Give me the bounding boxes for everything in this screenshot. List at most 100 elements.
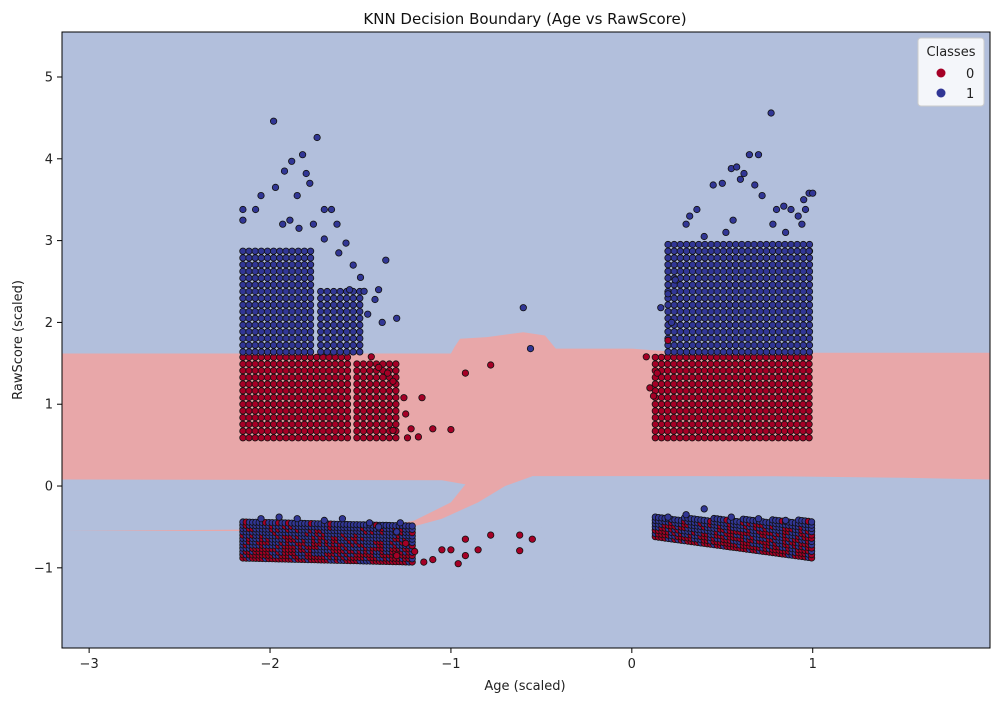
- x-axis-ticks: −3 −2 −1 0 1: [80, 648, 817, 672]
- point-class-1: [670, 294, 678, 302]
- point-class-0: [805, 407, 813, 415]
- point-class-1: [744, 334, 752, 342]
- point-class-1: [732, 341, 740, 349]
- point-class-0: [474, 546, 482, 554]
- point-class-0: [700, 434, 709, 442]
- point-class-0: [325, 393, 333, 402]
- point-class-1: [365, 519, 374, 527]
- point-class-1: [713, 274, 721, 282]
- point-class-0: [768, 400, 776, 408]
- point-class-1: [805, 254, 814, 262]
- point-class-1: [793, 348, 801, 356]
- point-class-1: [732, 328, 740, 336]
- point-class-1: [713, 334, 721, 342]
- point-class-1: [682, 254, 691, 262]
- point-class-1: [682, 314, 691, 322]
- point-class-1: [269, 117, 278, 125]
- point-class-1: [263, 301, 272, 309]
- point-class-1: [682, 294, 691, 302]
- point-class-0: [294, 413, 302, 422]
- point-class-0: [239, 400, 247, 408]
- point-class-1: [263, 281, 272, 289]
- point-class-1: [239, 314, 247, 322]
- point-class-1: [327, 205, 336, 214]
- point-class-1: [756, 307, 764, 316]
- point-class-0: [731, 360, 739, 368]
- point-class-1: [300, 314, 308, 322]
- point-class-0: [331, 434, 339, 442]
- point-class-1: [799, 261, 807, 269]
- point-class-1: [356, 301, 364, 309]
- point-class-0: [719, 413, 727, 422]
- point-class-0: [731, 413, 739, 422]
- point-class-1: [382, 256, 390, 264]
- point-class-1: [343, 307, 351, 316]
- point-class-0: [372, 393, 380, 402]
- point-class-1: [269, 267, 278, 275]
- point-class-1: [738, 307, 746, 316]
- point-class-1: [343, 328, 351, 336]
- point-class-1: [239, 348, 247, 356]
- point-class-1: [725, 247, 734, 255]
- point-class-1: [762, 294, 771, 302]
- point-class-0: [366, 427, 374, 435]
- point-class-0: [780, 400, 789, 408]
- point-class-1: [251, 267, 259, 275]
- point-class-1: [269, 274, 278, 282]
- point-class-1: [306, 314, 315, 322]
- point-class-0: [780, 420, 789, 428]
- point-class-0: [331, 380, 339, 388]
- point-class-0: [276, 393, 284, 402]
- point-class-1: [800, 196, 808, 204]
- point-class-1: [257, 287, 265, 296]
- point-class-0: [743, 373, 752, 381]
- point-class-0: [651, 400, 659, 408]
- point-class-0: [374, 363, 383, 371]
- point-class-1: [288, 254, 296, 262]
- point-class-0: [294, 367, 302, 375]
- point-class-1: [336, 294, 344, 302]
- point-class-1: [793, 314, 801, 322]
- point-class-0: [288, 413, 296, 422]
- point-class-1: [257, 314, 265, 322]
- point-class-0: [325, 407, 333, 415]
- point-class-1: [719, 328, 728, 336]
- point-class-1: [713, 281, 721, 289]
- point-class-0: [319, 387, 327, 395]
- point-class-1: [775, 261, 783, 269]
- point-class-1: [300, 301, 308, 309]
- point-class-1: [768, 261, 777, 269]
- point-class-1: [330, 334, 338, 342]
- point-class-0: [762, 380, 770, 388]
- point-class-1: [688, 341, 697, 349]
- point-class-1: [309, 220, 317, 228]
- point-class-1: [356, 273, 365, 281]
- point-class-0: [688, 400, 696, 408]
- point-class-1: [751, 181, 759, 189]
- point-class-0: [251, 393, 259, 402]
- point-class-1: [695, 267, 703, 275]
- point-class-1: [754, 151, 763, 159]
- point-class-0: [300, 434, 308, 442]
- point-class-0: [670, 434, 678, 442]
- point-class-0: [793, 360, 801, 368]
- point-class-0: [385, 434, 393, 442]
- point-class-1: [330, 314, 338, 322]
- point-class-0: [343, 373, 352, 381]
- point-class-1: [664, 328, 672, 336]
- point-class-1: [769, 220, 777, 228]
- point-class-0: [713, 413, 721, 422]
- point-class-0: [251, 407, 259, 415]
- point-class-1: [263, 247, 272, 255]
- point-class-1: [323, 334, 331, 342]
- point-class-1: [756, 261, 764, 269]
- decision-region-class-1-1: [62, 479, 466, 531]
- point-class-1: [342, 239, 350, 247]
- point-class-1: [300, 341, 308, 349]
- point-class-0: [461, 535, 469, 543]
- point-class-1: [664, 348, 672, 356]
- point-class-0: [670, 400, 678, 408]
- point-class-1: [750, 240, 758, 249]
- point-class-0: [793, 427, 801, 435]
- point-class-1: [775, 307, 783, 316]
